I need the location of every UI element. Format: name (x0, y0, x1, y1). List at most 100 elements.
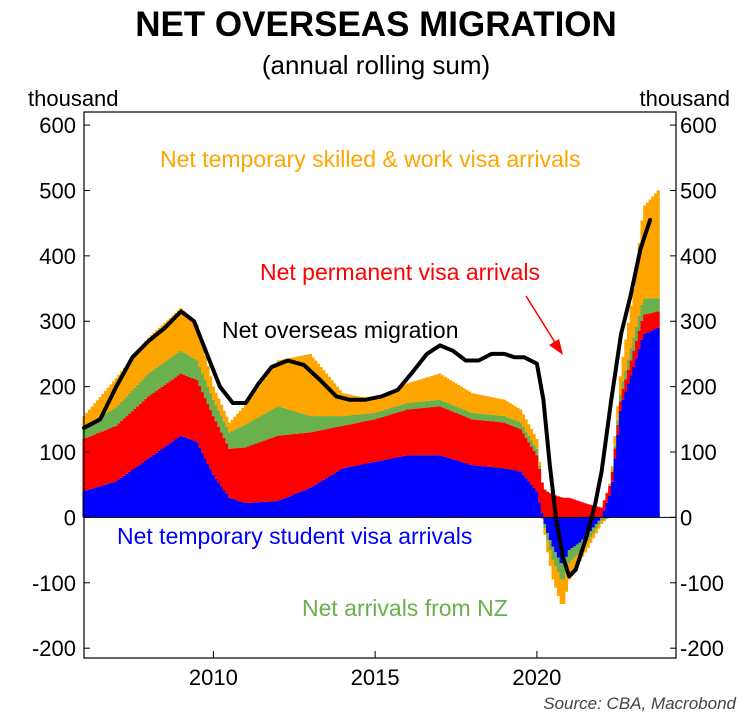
bar-segment (130, 470, 135, 518)
bar-segment (476, 465, 480, 518)
y-tick-label-right: 300 (680, 309, 717, 334)
bar-segment (160, 364, 164, 387)
bar-segment (268, 438, 272, 502)
bar-segment (540, 513, 544, 518)
net-overseas-migration-line (82, 217, 653, 579)
bar-segment (292, 411, 296, 435)
bar-segment (618, 376, 623, 395)
bar-segment (365, 463, 369, 518)
bar-segment (322, 416, 326, 430)
bar-segment (322, 479, 326, 518)
bar-segment (265, 501, 269, 518)
bar-segment (314, 416, 318, 432)
bar-segment (411, 402, 415, 409)
bar-segment (233, 429, 237, 449)
bar-segment (241, 407, 245, 426)
bar-segment (392, 407, 396, 414)
bar-segment (316, 416, 321, 431)
bar-segment (570, 560, 574, 575)
bar-segment (651, 312, 655, 331)
bar-segment (446, 378, 450, 403)
bar-segment (521, 474, 525, 518)
bar-segment (222, 410, 226, 422)
bar-segment (166, 383, 170, 446)
bar-segment (573, 546, 577, 558)
bar-segment (643, 205, 647, 299)
bar-segment (109, 483, 113, 518)
bar-segment (414, 408, 418, 456)
bar-segment (254, 390, 259, 419)
bar-segment (624, 379, 628, 392)
bar-segment (238, 410, 242, 428)
bar-segment (656, 311, 660, 328)
bar-segment (273, 364, 277, 408)
bar-segment (651, 298, 655, 313)
bar-segment (184, 313, 188, 354)
bar-segment (513, 426, 517, 471)
bar-segment (120, 401, 124, 421)
bar-segment (149, 335, 153, 372)
bar-segment (562, 579, 566, 605)
bar-segment (500, 422, 504, 469)
bar-segment (281, 407, 286, 436)
bar-segment (581, 502, 585, 518)
bar-segment (467, 418, 472, 465)
bar-segment (114, 481, 118, 518)
bar-segment (284, 497, 288, 518)
bar-segment (427, 455, 431, 518)
bar-segment (330, 416, 334, 429)
bar-segment (322, 429, 326, 480)
bar-segment (133, 354, 137, 388)
bar-segment (254, 502, 259, 518)
bar-segment (279, 359, 283, 408)
bar-segment (484, 420, 488, 467)
bar-segment (586, 541, 590, 548)
bar-segment (465, 410, 469, 418)
bar-segment (419, 401, 423, 409)
bar-segment (112, 409, 116, 427)
bar-segment (241, 502, 245, 518)
bar-segment (206, 404, 210, 465)
bar-segment (211, 416, 215, 475)
bar-segment (440, 407, 445, 457)
bar-segment (424, 455, 428, 518)
bar-segment (184, 375, 188, 438)
bar-segment (365, 398, 369, 414)
bar-segment (594, 524, 598, 529)
bar-segment (373, 419, 377, 462)
bar-segment (403, 384, 407, 404)
bar-segment (643, 333, 647, 518)
bar-segment (117, 479, 121, 518)
bar-segment (271, 409, 275, 438)
bar-segment (621, 399, 625, 518)
bar-segment (403, 455, 407, 518)
bar-segment (621, 388, 625, 400)
bar-segment (225, 493, 229, 518)
bar-segment (605, 502, 609, 518)
bar-segment (473, 465, 477, 518)
bar-segment (378, 417, 383, 461)
bar-segment (338, 470, 342, 518)
bar-segment (222, 437, 226, 491)
bar-segment (465, 389, 469, 411)
bar-segment (295, 356, 299, 412)
bar-segment (319, 430, 323, 482)
bar-segment (228, 432, 232, 449)
bar-segment (608, 483, 612, 486)
bar-segment (90, 435, 94, 489)
bar-segment (101, 393, 105, 416)
bar-segment (225, 416, 229, 427)
bar-segment (573, 557, 577, 571)
bar-segment (290, 495, 294, 518)
bar-segment (209, 410, 213, 470)
annotation-skilled-work: Net temporary skilled & work visa arriva… (160, 146, 581, 172)
bar-segment (389, 391, 393, 408)
bar-segment (400, 386, 404, 405)
bar-segment (449, 458, 453, 518)
bar-segment (198, 386, 202, 448)
bar-segment (160, 325, 164, 365)
bar-segment (635, 340, 639, 358)
bar-segment (152, 369, 156, 393)
bar-segment (554, 552, 558, 567)
bar-segment (400, 411, 404, 457)
